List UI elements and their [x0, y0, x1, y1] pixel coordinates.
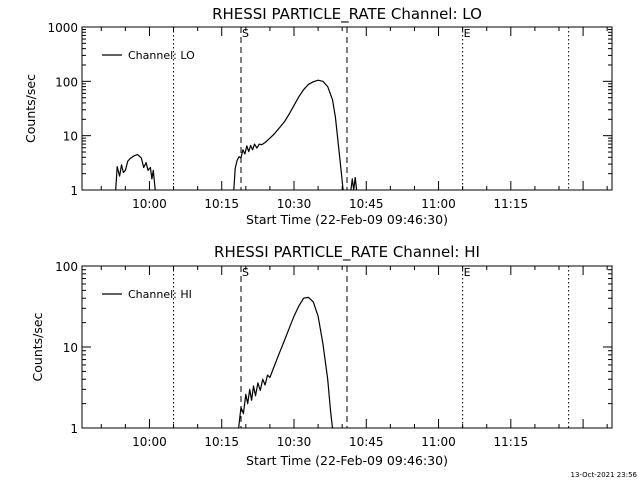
x-tick-label: 10:45 — [349, 435, 384, 449]
chart-title: RHESSI PARTICLE_RATE Channel: LO — [212, 5, 482, 24]
event-marker-label: S — [242, 27, 249, 40]
x-axis-label: Start Time (22-Feb-09 09:46:30) — [246, 453, 448, 468]
x-tick-label: 10:45 — [349, 197, 384, 211]
x-tick-label: 11:15 — [494, 197, 529, 211]
y-tick-label: 100 — [55, 260, 78, 274]
x-tick-label: 11:15 — [494, 435, 529, 449]
y-tick-label: 10 — [63, 130, 78, 144]
event-marker-label: E — [464, 27, 471, 40]
timestamp-label: 13-Oct-2021 23:56 — [571, 471, 638, 479]
data-series-line — [115, 153, 156, 191]
data-series-line — [238, 296, 334, 429]
x-tick-label: 10:15 — [204, 197, 239, 211]
chart-panel-1: RHESSI PARTICLE_RATE Channel: LO 1 10 100 10… — [23, 5, 613, 227]
chart-title: RHESSI PARTICLE_RATE Channel: HI — [214, 243, 480, 262]
chart-panel-2: RHESSI PARTICLE_RATE Channel: HI 1 10 100 10… — [30, 243, 613, 468]
y-axis-label: Counts/sec — [23, 74, 38, 143]
event-marker-label: S — [242, 266, 249, 279]
y-tick-label: 1000 — [47, 21, 78, 35]
data-series-line — [233, 79, 344, 191]
x-tick-label: 10:30 — [277, 435, 312, 449]
y-tick-label: 10 — [63, 341, 78, 355]
y-tick-label: 1 — [70, 422, 78, 436]
legend-label: Channel: HI — [128, 288, 192, 301]
x-tick-label: 10:00 — [132, 197, 167, 211]
x-tick-label: 11:00 — [421, 435, 456, 449]
y-axis-label: Counts/sec — [30, 312, 45, 381]
y-tick-label: 1 — [70, 184, 78, 198]
x-axis-label: Start Time (22-Feb-09 09:46:30) — [246, 212, 448, 227]
legend-label: Channel: LO — [128, 49, 195, 62]
x-tick-label: 11:00 — [421, 197, 456, 211]
x-tick-label: 10:30 — [277, 197, 312, 211]
x-tick-label: 10:15 — [204, 435, 239, 449]
data-series-line — [350, 176, 358, 191]
event-marker-label: E — [464, 266, 471, 279]
x-tick-label: 10:00 — [132, 435, 167, 449]
y-tick-label: 100 — [55, 75, 78, 89]
